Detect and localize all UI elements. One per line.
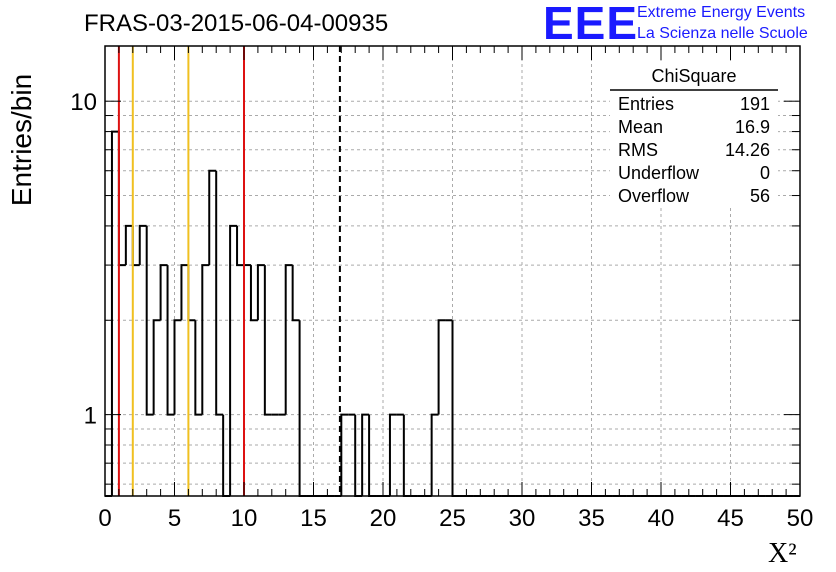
grid-layer [105,46,800,496]
stats-label: Entries [618,94,675,114]
histogram-bin [110,130,119,496]
x-tick-label: 40 [648,505,675,532]
x-tick-label: 0 [98,505,111,532]
x-tick-label: 15 [300,505,327,532]
stats-value: 0 [759,163,770,183]
logo-line-1: Extreme Energy Events [637,4,806,21]
histogram-bin [124,224,133,266]
histogram-bin [340,413,349,496]
axis-layer: 0 5 10 15 20 25 30 35 40 45 50 1 10 [70,45,814,532]
x-tick-label: 35 [578,505,605,532]
stats-label: Underflow [618,163,700,183]
x-axis-label: X² [768,538,797,569]
histogram-bin [388,413,397,496]
stats-box-bg [610,64,778,208]
stats-value: 191 [739,94,770,114]
histogram-bin [201,264,210,415]
marker-lines-layer [117,46,341,496]
stats-label: Overflow [618,186,690,206]
histogram-bin [229,224,238,496]
logo-line-2: La Scienza nelle Scuole [637,25,808,42]
histogram-bin [437,319,446,415]
histogram-bin [249,265,258,322]
stats-row-entries: Entries 191 [618,94,770,115]
histogram-bin [208,169,217,266]
y-tick-label: 10 [70,89,97,116]
histogram-bin [361,413,370,496]
histogram-bin [430,413,439,496]
x-tick-label: 20 [370,505,397,532]
histogram-bin [166,265,175,416]
histogram-bin [138,224,147,266]
histogram-bin [236,225,244,267]
stats-value: 14.26 [724,140,770,160]
stats-label: Mean [618,117,664,137]
x-tick-label: 25 [439,505,466,532]
y-axis-label: Entries/bin [6,73,37,207]
histogram-bin [117,131,126,267]
stats-value: 56 [749,186,770,206]
histogram-bin [284,264,293,415]
x-tick-label: 5 [168,505,181,532]
histogram-bin [451,320,460,497]
stats-value: 16.9 [734,117,770,137]
stats-title: ChiSquare [651,66,737,86]
histogram-bin [187,265,196,322]
histogram-bin [298,320,307,497]
chart-title: FRAS-03-2015-06-04-00935 [84,10,389,37]
histogram-bin [145,225,154,416]
histogram-bin [291,265,300,322]
stats-label: RMS [618,140,658,160]
stats-row-rms: RMS 14.26 [618,140,770,161]
stats-box: ChiSquare Entries 191 Mean 16.9 RMS 14.2… [610,66,778,208]
eee-logo: EEE [543,0,639,49]
stats-row-underflow: Underflow 0 [618,163,770,184]
histogram-bin [173,319,182,415]
x-tick-label: 45 [717,505,744,532]
x-tick-label: 10 [231,505,258,532]
histogram-bin [180,264,189,321]
histogram-bin [256,264,265,321]
stats-row-overflow: Overflow 56 [618,186,770,207]
histogram-bin [194,320,203,416]
histogram-bin [152,319,161,415]
x-tick-label: 30 [509,505,536,532]
histogram-bin [131,225,140,267]
histogram-bin [263,265,272,416]
x-tick-label: 50 [787,505,814,532]
histogram-bin [159,264,168,321]
stats-row-mean: Mean 16.9 [618,117,770,138]
y-tick-label: 1 [84,403,97,430]
histogram-bin [215,170,224,416]
